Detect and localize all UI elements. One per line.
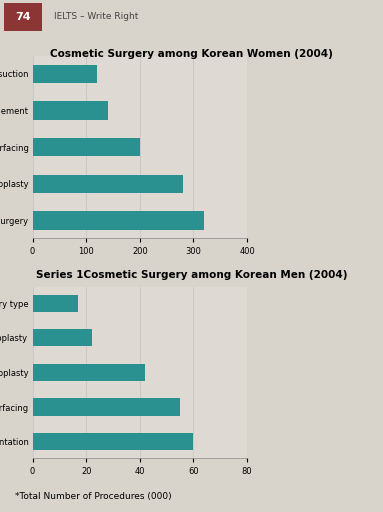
- Bar: [33, 364, 145, 381]
- Text: Cosmetic Surgery among Korean Women (2004): Cosmetic Surgery among Korean Women (200…: [50, 49, 333, 59]
- Bar: [33, 138, 140, 156]
- Bar: [33, 294, 78, 312]
- Bar: [33, 398, 180, 416]
- Bar: [33, 175, 183, 193]
- Bar: [33, 65, 97, 83]
- Bar: [33, 101, 108, 120]
- Text: 74: 74: [15, 12, 31, 22]
- Bar: [33, 329, 92, 347]
- Text: *Total Number of Procedures (000): *Total Number of Procedures (000): [15, 492, 172, 501]
- Bar: [33, 211, 204, 230]
- Text: IELTS – Write Right: IELTS – Write Right: [54, 12, 138, 21]
- Text: Series 1Cosmetic Surgery among Korean Men (2004): Series 1Cosmetic Surgery among Korean Me…: [36, 270, 347, 280]
- Bar: [33, 433, 193, 451]
- FancyBboxPatch shape: [4, 3, 42, 31]
